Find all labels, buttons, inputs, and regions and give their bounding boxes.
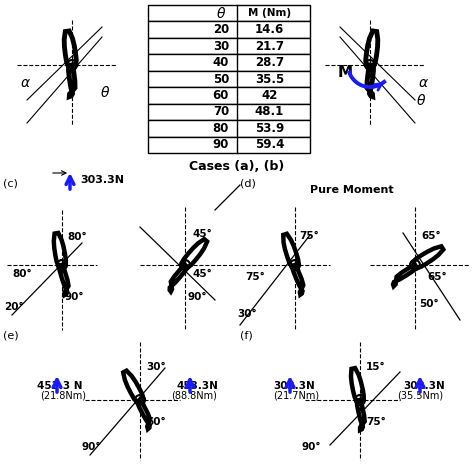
Bar <box>148 71 310 87</box>
Text: 50: 50 <box>213 73 229 85</box>
Text: M: M <box>338 65 353 80</box>
Text: 80°: 80° <box>12 269 32 279</box>
Text: 65°: 65° <box>421 231 441 241</box>
Bar <box>148 55 310 71</box>
Text: Cases (a), (b): Cases (a), (b) <box>190 160 284 173</box>
Bar <box>148 38 310 55</box>
Text: 303.3N: 303.3N <box>403 381 445 391</box>
Text: 75°: 75° <box>299 231 319 241</box>
Text: 90°: 90° <box>82 442 101 452</box>
Text: Pure Moment: Pure Moment <box>310 185 394 195</box>
Text: 453.3 N: 453.3 N <box>37 381 82 391</box>
Text: 48.1: 48.1 <box>255 105 284 118</box>
Text: 59.4: 59.4 <box>255 138 284 151</box>
Text: 20°: 20° <box>4 302 24 312</box>
Text: (35.5Nm): (35.5Nm) <box>397 391 443 401</box>
Text: (21.7Nm): (21.7Nm) <box>273 391 319 401</box>
Text: 40: 40 <box>213 56 229 69</box>
Text: (e): (e) <box>3 330 18 340</box>
Text: 303.3N: 303.3N <box>80 175 124 185</box>
Bar <box>148 137 310 153</box>
Text: 28.7: 28.7 <box>255 56 284 69</box>
Text: $\theta$: $\theta$ <box>216 6 226 21</box>
Text: 30: 30 <box>213 40 229 53</box>
Text: 14.6: 14.6 <box>255 23 284 36</box>
Text: (21.8Nm): (21.8Nm) <box>40 391 86 401</box>
Text: 15°: 15° <box>366 362 386 372</box>
Text: $\theta$: $\theta$ <box>100 85 110 100</box>
Text: 45°: 45° <box>193 229 213 239</box>
Text: 60: 60 <box>213 89 229 102</box>
Text: (d): (d) <box>240 178 256 188</box>
Text: 50°: 50° <box>419 299 438 309</box>
Text: 80: 80 <box>213 122 229 135</box>
Text: 453.3N: 453.3N <box>177 381 219 391</box>
Bar <box>148 120 310 137</box>
Text: 30°: 30° <box>237 309 256 319</box>
Text: 70: 70 <box>213 105 229 118</box>
Text: 60°: 60° <box>146 417 165 427</box>
Text: (c): (c) <box>3 178 18 188</box>
Text: 90°: 90° <box>188 292 208 302</box>
Bar <box>148 5 310 21</box>
Text: 30°: 30° <box>146 362 165 372</box>
Text: 303.3N: 303.3N <box>273 381 315 391</box>
Text: 90: 90 <box>213 138 229 151</box>
Text: (f): (f) <box>240 330 253 340</box>
Text: 35.5: 35.5 <box>255 73 284 85</box>
Text: 53.9: 53.9 <box>255 122 284 135</box>
Text: 65°: 65° <box>427 272 447 282</box>
Text: 21.7: 21.7 <box>255 40 284 53</box>
Text: 20: 20 <box>213 23 229 36</box>
Text: 80°: 80° <box>67 232 87 242</box>
Text: 90°: 90° <box>65 292 84 302</box>
Text: 45°: 45° <box>193 269 213 279</box>
Text: $\theta$: $\theta$ <box>416 93 426 108</box>
Bar <box>148 21 310 38</box>
Text: 42: 42 <box>261 89 278 102</box>
Text: M (Nm): M (Nm) <box>248 8 291 18</box>
Text: $\alpha$: $\alpha$ <box>418 76 429 90</box>
Bar <box>148 104 310 120</box>
Text: 75°: 75° <box>245 272 265 282</box>
Text: (88.8Nm): (88.8Nm) <box>171 391 217 401</box>
Text: 90°: 90° <box>302 442 321 452</box>
Text: $\alpha$: $\alpha$ <box>20 76 31 90</box>
Text: 75°: 75° <box>366 417 386 427</box>
Bar <box>148 87 310 104</box>
